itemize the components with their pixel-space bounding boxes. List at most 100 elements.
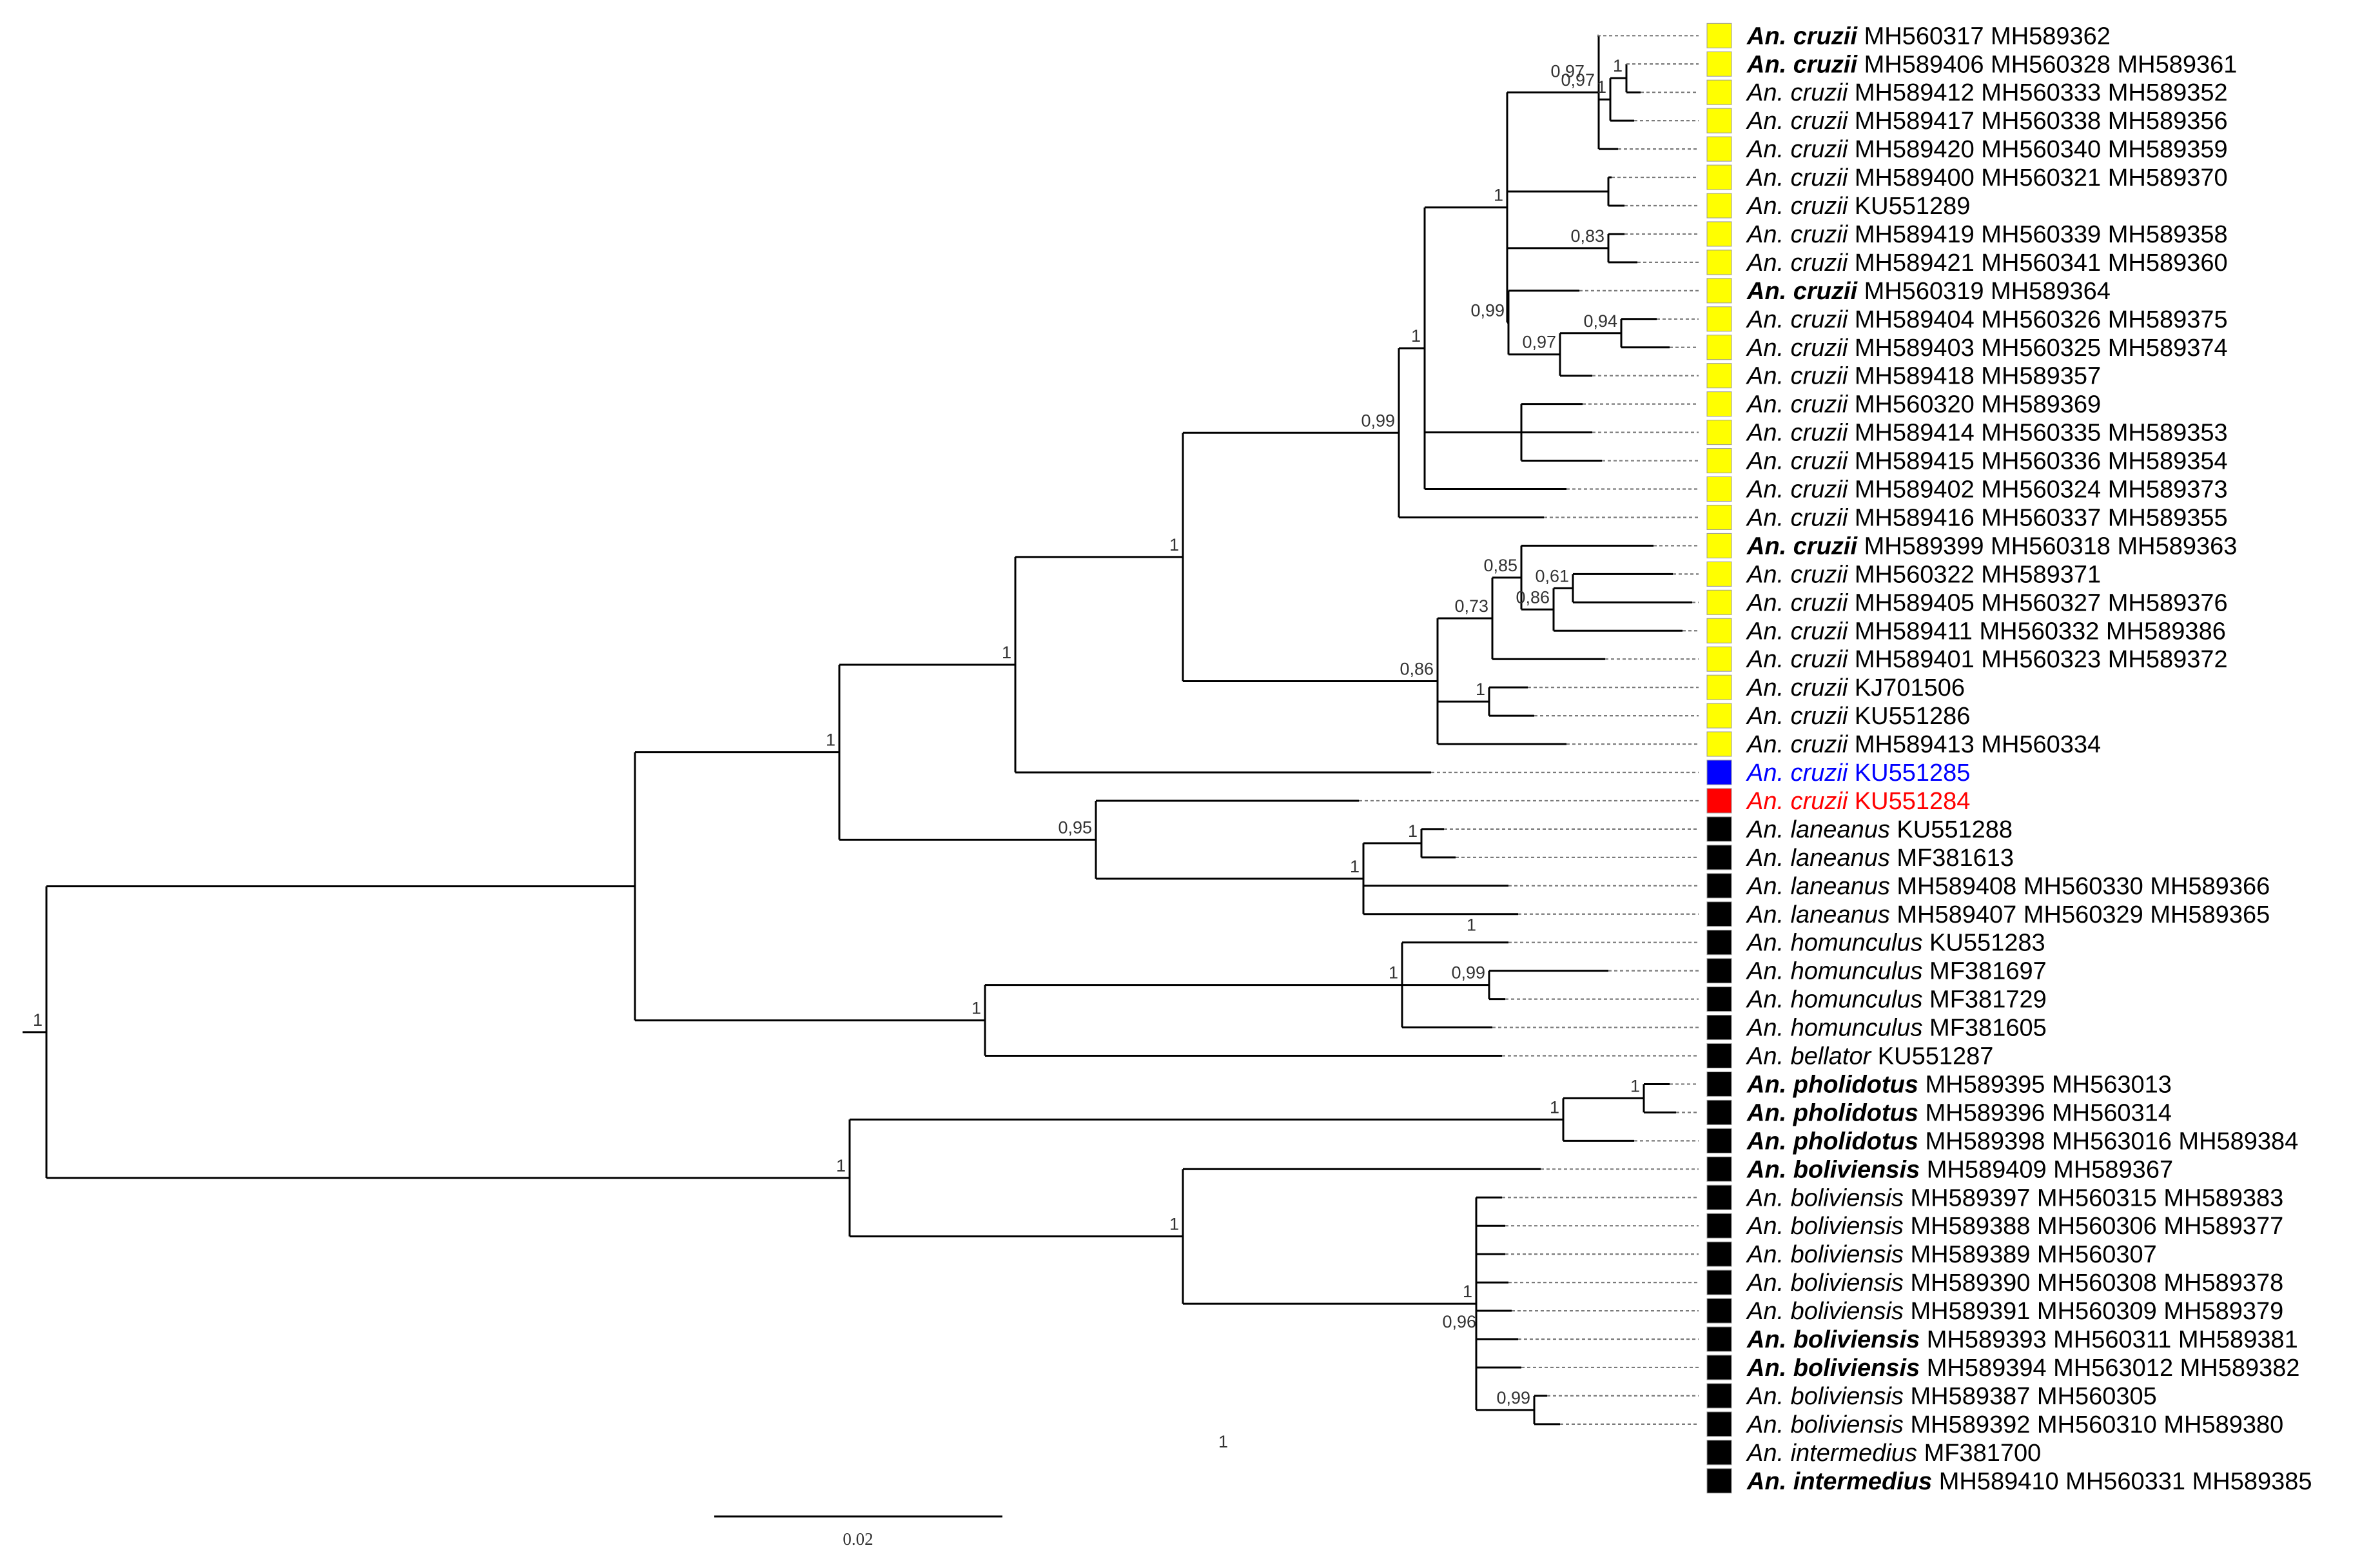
taxon-species: An. pholidotus [1746, 1099, 1918, 1126]
taxon-accessions: MH589402 MH560324 MH589373 [1848, 476, 2227, 504]
support-value: 0,86 [1400, 660, 1434, 679]
clade-color-box [1706, 1184, 1732, 1210]
clade-color-box [1706, 674, 1732, 700]
tip-guide-lines [1359, 35, 1699, 1425]
taxon-label: An. boliviensis MH589409 MH589367 [1746, 1156, 2173, 1183]
taxon-species: An. cruzii [1746, 731, 1849, 758]
support-value: 1 [1002, 643, 1011, 662]
taxon-accessions: KU551284 [1848, 788, 1970, 815]
taxon-accessions: MH589419 MH560339 MH589358 [1848, 221, 2227, 248]
clade-color-box [1706, 1128, 1732, 1153]
taxon-accessions: MH589401 MH560323 MH589372 [1848, 646, 2227, 673]
taxon-label: An. homunculus KU551283 [1746, 930, 2045, 957]
taxon-label: An. cruzii KU551284 [1746, 788, 1970, 815]
taxon-accessions: KU551287 [1871, 1043, 1993, 1070]
clade-color-box [1706, 1213, 1732, 1239]
clade-color-box [1706, 1468, 1732, 1494]
taxon-species: An. bellator [1746, 1043, 1872, 1070]
taxon-accessions: MH589411 MH560332 MH589386 [1848, 618, 2226, 645]
taxon-accessions: MH589389 MH560307 [1904, 1241, 2157, 1268]
clade-color-box [1706, 845, 1732, 870]
support-value: 1 [1613, 56, 1623, 75]
support-value: 1 [836, 1156, 846, 1175]
support-value: 0,99 [1361, 411, 1395, 430]
taxon-label: An. boliviensis MH589388 MH560306 MH5893… [1746, 1213, 2283, 1240]
taxon-accessions: KU551283 [1923, 930, 2045, 957]
clade-color-box [1706, 1043, 1732, 1068]
clade-color-box [1706, 731, 1732, 757]
support-value: 1 [971, 999, 981, 1018]
tree-branches [23, 34, 1692, 1426]
taxon-label: An. cruzii MH589416 MH560337 MH589355 [1746, 504, 2228, 531]
clade-color-box [1706, 1326, 1732, 1352]
taxon-species: An. cruzii [1746, 221, 1849, 248]
taxon-label: An. cruzii MH589404 MH560326 MH589375 [1746, 306, 2228, 333]
taxon-species: An. laneanus [1746, 873, 1890, 900]
taxon-accessions: MH589397 MH560315 MH589383 [1904, 1184, 2283, 1211]
taxon-species: An. boliviensis [1746, 1213, 1904, 1240]
taxon-accessions: MH589413 MH560334 [1848, 731, 2101, 758]
support-value: 0,97 [1522, 333, 1556, 352]
taxon-accessions: MH589416 MH560337 MH589355 [1848, 504, 2227, 531]
support-value: 0,86 [1516, 587, 1550, 607]
taxon-label: An. intermedius MF381700 [1746, 1440, 2041, 1467]
support-value: 1 [1467, 916, 1476, 935]
clade-color-box [1706, 164, 1732, 190]
taxon-label: An. cruzii MH589417 MH560338 MH589356 [1746, 108, 2228, 135]
taxon-accessions: MH589399 MH560318 MH589363 [1857, 533, 2237, 560]
taxon-accessions: MH589392 MH560310 MH589380 [1904, 1411, 2283, 1438]
clade-color-box [1706, 136, 1732, 162]
clade-color-box [1706, 476, 1732, 502]
taxon-species: An. cruzii [1746, 760, 1849, 787]
clade-color-box [1706, 306, 1732, 332]
taxon-label: An. homunculus MF381729 [1746, 986, 2047, 1014]
taxon-label: An. cruzii MH589415 MH560336 MH589354 [1746, 448, 2228, 475]
clade-color-box [1706, 703, 1732, 729]
taxon-label: An. cruzii MH560319 MH589364 [1746, 278, 2111, 305]
support-value: 1 [1350, 857, 1360, 876]
taxon-label: An. bellator KU551287 [1746, 1043, 1993, 1070]
taxon-accessions: MH560320 MH589369 [1848, 391, 2101, 418]
clade-color-box [1706, 221, 1732, 247]
taxon-label: An. cruzii MH560317 MH589362 [1746, 23, 2111, 50]
taxon-accessions: MH589393 MH560311 MH589381 [1920, 1326, 2298, 1353]
taxon-label: An. cruzii MH560322 MH589371 [1746, 561, 2101, 588]
clade-color-box [1706, 1099, 1732, 1125]
taxon-species: An. laneanus [1746, 901, 1890, 928]
taxon-accessions: MH589388 MH560306 MH589377 [1904, 1213, 2283, 1240]
taxon-accessions: MH589415 MH560336 MH589354 [1848, 448, 2227, 475]
taxon-species: An. intermedius [1746, 1440, 1917, 1467]
clade-color-box [1706, 79, 1732, 105]
taxon-label: An. cruzii KU551289 [1746, 193, 1970, 220]
taxon-label: An. laneanus MF381613 [1746, 845, 2014, 872]
taxon-label: An. cruzii MH589418 MH589357 [1746, 363, 2101, 390]
clade-color-box [1706, 1270, 1732, 1295]
taxon-label: An. pholidotus MH589398 MH563016 MH58938… [1746, 1128, 2298, 1155]
support-value: 0,83 [1570, 226, 1605, 246]
taxon-label: An. cruzii MH589412 MH560333 MH589352 [1746, 79, 2228, 106]
scale-bar: 0.02 [714, 1515, 1002, 1549]
taxon-species: An. laneanus [1746, 845, 1890, 872]
taxon-label: An. boliviensis MH589389 MH560307 [1746, 1241, 2157, 1268]
taxon-species: An. cruzii [1746, 476, 1849, 504]
taxon-label: An. homunculus MF381697 [1746, 958, 2047, 985]
taxon-accessions: KU551286 [1848, 703, 1970, 730]
support-value: 0,85 [1483, 556, 1517, 575]
taxon-species: An. laneanus [1746, 816, 1890, 843]
taxon-species: An. pholidotus [1746, 1071, 1918, 1098]
clade-color-box [1706, 618, 1732, 643]
taxon-accessions: MH589387 MH560305 [1904, 1383, 2157, 1410]
taxon-accessions: MF381729 [1923, 986, 2047, 1014]
support-value: 1 [1550, 1097, 1559, 1117]
clade-color-box [1706, 646, 1732, 672]
taxon-species: An. boliviensis [1746, 1156, 1920, 1183]
clade-color-box [1706, 1411, 1732, 1437]
support-value: 1 [33, 1010, 43, 1030]
support-value: 0,61 [1535, 566, 1569, 585]
taxon-label: An. cruzii MH589403 MH560325 MH589374 [1746, 335, 2228, 362]
clade-color-box [1706, 1298, 1732, 1324]
clade-color-box [1706, 1355, 1732, 1380]
taxon-accessions: KU551289 [1848, 193, 1970, 220]
clade-color-box [1706, 873, 1732, 899]
